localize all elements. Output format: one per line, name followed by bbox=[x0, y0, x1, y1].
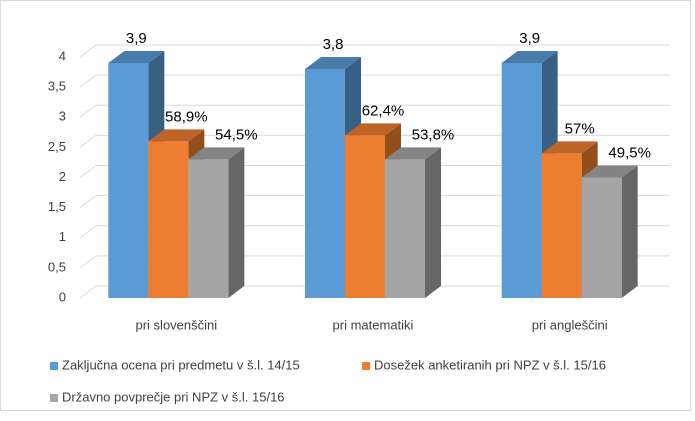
legend-swatch bbox=[362, 362, 370, 370]
grid-line bbox=[79, 104, 670, 118]
legend-swatch bbox=[50, 362, 58, 370]
bar bbox=[385, 147, 441, 298]
y-tick-label: 2,5 bbox=[48, 139, 66, 154]
bar-front bbox=[108, 63, 149, 299]
bar-top bbox=[148, 129, 205, 142]
x-tick-label: pri angleščini bbox=[532, 317, 608, 332]
y-tick-label: 1,5 bbox=[48, 199, 66, 214]
bar-top bbox=[581, 165, 638, 178]
data-label: 49,5% bbox=[608, 144, 651, 161]
bar-front bbox=[385, 159, 425, 298]
bar-front bbox=[501, 63, 542, 299]
x-tick-label: pri slovenščini bbox=[136, 317, 218, 332]
grid-line bbox=[79, 165, 670, 178]
grid-line bbox=[79, 134, 670, 148]
grid-line bbox=[79, 195, 670, 209]
bar-side bbox=[228, 147, 245, 298]
y-tick-label: 0 bbox=[59, 289, 66, 304]
y-tick-label: 3 bbox=[59, 109, 66, 124]
bar bbox=[188, 147, 245, 298]
legend-label: Dosežek anketiranih pri NPZ v š.l. 15/16 bbox=[374, 357, 606, 372]
legend-label: Državno povprečje pri NPZ v š.l. 15/16 bbox=[62, 389, 285, 404]
bar-front bbox=[188, 159, 229, 298]
data-label: 57% bbox=[565, 120, 595, 137]
y-tick-label: 2 bbox=[59, 169, 66, 184]
bar-top bbox=[501, 51, 558, 64]
data-label: 58,9% bbox=[165, 108, 208, 125]
y-tick-label: 0,5 bbox=[48, 259, 66, 274]
y-tick-label: 1 bbox=[59, 229, 66, 244]
grid-line bbox=[79, 44, 670, 58]
data-label: 3,8 bbox=[323, 36, 344, 53]
bar bbox=[581, 165, 638, 298]
bar-front bbox=[581, 177, 622, 298]
bar-top bbox=[305, 57, 361, 70]
bar-side bbox=[425, 147, 441, 298]
grid-line bbox=[79, 255, 670, 269]
grid-line bbox=[79, 285, 670, 299]
data-label: 62,4% bbox=[362, 102, 405, 119]
bar-top bbox=[345, 123, 401, 136]
data-label: 53,8% bbox=[412, 126, 455, 143]
bar-front bbox=[345, 135, 385, 298]
data-label: 3,9 bbox=[519, 30, 540, 47]
bar-front bbox=[305, 69, 345, 298]
bar-top bbox=[188, 147, 245, 160]
data-label: 3,9 bbox=[126, 30, 147, 47]
legend-swatch bbox=[50, 394, 58, 402]
grid-line bbox=[79, 225, 670, 239]
bar-top bbox=[108, 51, 165, 64]
y-tick-label: 3,5 bbox=[48, 79, 66, 94]
bar-front bbox=[541, 153, 582, 298]
bar-front bbox=[148, 141, 189, 298]
y-tick-label: 4 bbox=[59, 48, 66, 63]
bar-top bbox=[541, 141, 598, 154]
grid-line bbox=[79, 74, 670, 88]
bar-side bbox=[621, 165, 638, 298]
x-tick-label: pri matematiki bbox=[333, 317, 414, 332]
bar-top bbox=[385, 147, 441, 160]
data-label: 54,5% bbox=[215, 126, 258, 143]
legend-label: Zaključna ocena pri predmetu v š.l. 14/1… bbox=[62, 357, 300, 372]
